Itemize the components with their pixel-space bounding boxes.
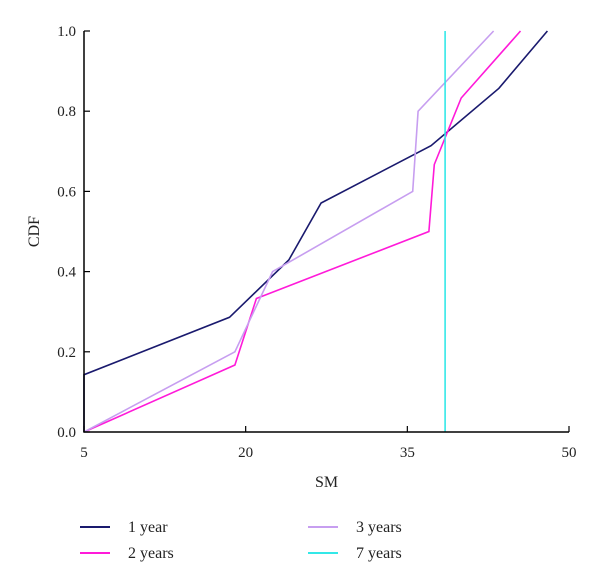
x-tick-label: 5	[80, 445, 88, 461]
x-axis-ticks: 5 20 35 50	[80, 426, 577, 461]
x-axis-title: SM	[315, 474, 338, 491]
x-tick-label: 20	[238, 445, 253, 461]
y-tick-label: 0.0	[57, 425, 76, 441]
legend-label: 7 years	[356, 545, 402, 562]
series-line-3-years	[83, 30, 495, 433]
series-line-1-year	[83, 30, 549, 432]
series-line-2-years	[83, 30, 522, 433]
series-lines	[83, 30, 549, 433]
y-tick-label: 0.2	[57, 345, 76, 361]
legend-item-7-years: 7 years	[308, 545, 402, 562]
legend-item-2-years: 2 years	[80, 545, 174, 562]
legend-item-3-years: 3 years	[308, 519, 402, 536]
legend-item-1-year: 1 year	[80, 519, 168, 536]
y-tick-label: 1.0	[57, 24, 76, 40]
plot-area: 5 20 35 50 0.0 0.2 0.4 0.6 0.8 1.0	[57, 24, 576, 461]
x-tick-label: 50	[562, 445, 577, 461]
legend-label: 3 years	[356, 519, 402, 536]
y-tick-label: 0.6	[57, 184, 76, 200]
y-tick-label: 0.8	[57, 104, 76, 120]
legend: 1 year 2 years 3 years 7 years	[80, 519, 402, 562]
y-axis-title: CDF	[26, 216, 43, 247]
legend-label: 1 year	[128, 519, 168, 536]
y-tick-label: 0.4	[57, 265, 76, 281]
y-axis-ticks: 0.0 0.2 0.4 0.6 0.8 1.0	[57, 24, 90, 441]
legend-label: 2 years	[128, 545, 174, 562]
x-tick-label: 35	[400, 445, 415, 461]
